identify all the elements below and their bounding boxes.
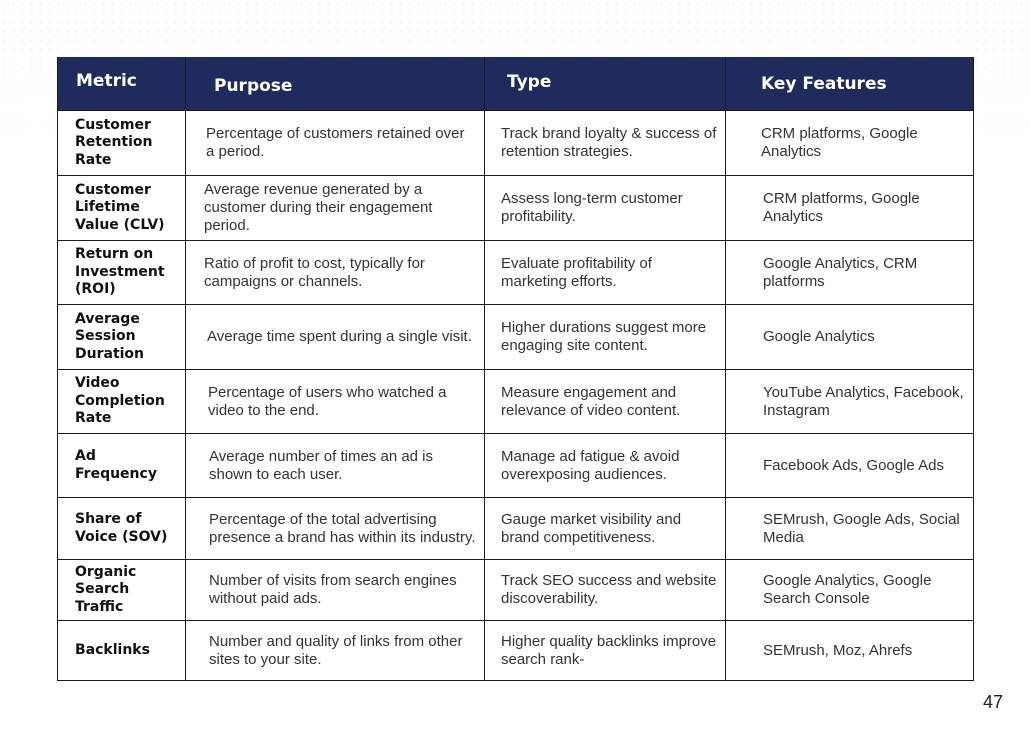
table-row: Return on Investment (ROI) Ratio of prof… <box>57 240 974 305</box>
table-row: Customer Lifetime Value (CLV) Average re… <box>57 175 974 241</box>
key-features-cell: Facebook Ads, Google Ads <box>725 433 974 498</box>
table-row: Customer Retention Rate Percentage of cu… <box>57 110 974 176</box>
type-cell: Higher quality backlinks improve search … <box>484 620 726 681</box>
header-key-features: Key Features <box>725 57 974 111</box>
table-row: Organic Search Traffic Number of visits … <box>57 559 974 621</box>
table-row: Share of Voice (SOV) Percentage of the t… <box>57 497 974 560</box>
metrics-table: Metric Purpose Type Key Features Custome… <box>57 57 974 681</box>
metric-cell: Average Session Duration <box>57 304 186 370</box>
purpose-cell: Number of visits from search engines wit… <box>185 559 485 621</box>
metric-cell: Customer Retention Rate <box>57 110 186 176</box>
key-features-cell: Google Analytics, Google Search Console <box>725 559 974 621</box>
header-metric: Metric <box>57 57 186 111</box>
metric-cell: Share of Voice (SOV) <box>57 497 186 560</box>
metric-cell: Return on Investment (ROI) <box>57 240 186 305</box>
key-features-cell: Google Analytics, CRM platforms <box>725 240 974 305</box>
metric-cell: Customer Lifetime Value (CLV) <box>57 175 186 241</box>
type-cell: Evaluate profitability of marketing effo… <box>484 240 726 305</box>
table-row: Backlinks Number and quality of links fr… <box>57 620 974 681</box>
purpose-cell: Percentage of customers retained over a … <box>185 110 485 176</box>
metric-cell: Organic Search Traffic <box>57 559 186 621</box>
type-cell: Higher durations suggest more engaging s… <box>484 304 726 370</box>
key-features-cell: SEMrush, Moz, Ahrefs <box>725 620 974 681</box>
purpose-cell: Average time spent during a single visit… <box>185 304 485 370</box>
key-features-cell: CRM platforms, Google Analytics <box>725 110 974 176</box>
key-features-cell: CRM platforms, Google Analytics <box>725 175 974 241</box>
table-row: Average Session Duration Average time sp… <box>57 304 974 370</box>
purpose-cell: Percentage of the total advertising pres… <box>185 497 485 560</box>
header-purpose: Purpose <box>185 57 485 111</box>
table-row: Video Completion Rate Percentage of user… <box>57 369 974 434</box>
page-number: 47 <box>982 692 1003 712</box>
type-cell: Measure engagement and relevance of vide… <box>484 369 726 434</box>
type-cell: Gauge market visibility and brand compet… <box>484 497 726 560</box>
metric-cell: Backlinks <box>57 620 186 681</box>
purpose-cell: Number and quality of links from other s… <box>185 620 485 681</box>
purpose-cell: Ratio of profit to cost, typically for c… <box>185 240 485 305</box>
type-cell: Manage ad fatigue & avoid overexposing a… <box>484 433 726 498</box>
purpose-cell: Average number of times an ad is shown t… <box>185 433 485 498</box>
header-type: Type <box>484 57 726 111</box>
key-features-cell: Google Analytics <box>725 304 974 370</box>
metric-cell: Video Completion Rate <box>57 369 186 434</box>
key-features-cell: YouTube Analytics, Facebook, Instagram <box>725 369 974 434</box>
type-cell: Track brand loyalty & success of retenti… <box>484 110 726 176</box>
table-row: Ad Frequency Average number of times an … <box>57 433 974 498</box>
table-header-row: Metric Purpose Type Key Features <box>57 57 974 111</box>
purpose-cell: Percentage of users who watched a video … <box>185 369 485 434</box>
metric-cell: Ad Frequency <box>57 433 186 498</box>
key-features-cell: SEMrush, Google Ads, Social Media <box>725 497 974 560</box>
type-cell: Assess long-term customer profitability. <box>484 175 726 241</box>
type-cell: Track SEO success and website discoverab… <box>484 559 726 621</box>
purpose-cell: Average revenue generated by a customer … <box>185 175 485 241</box>
